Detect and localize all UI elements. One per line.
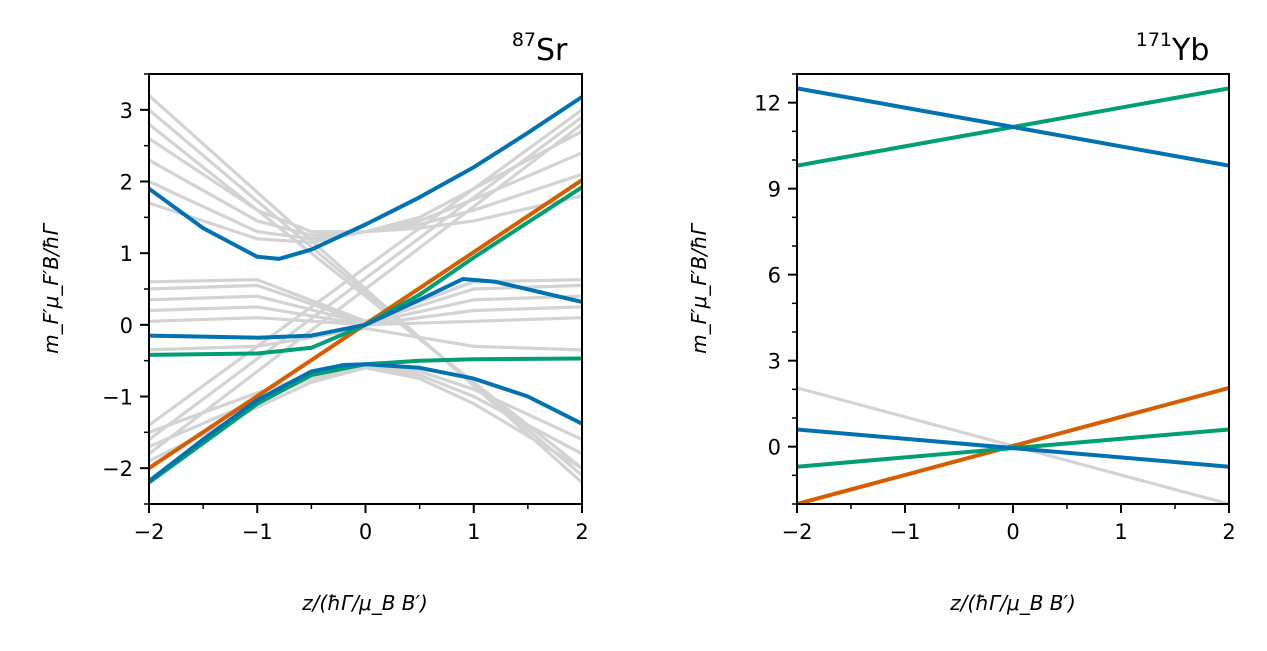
sr-series-blue-upper — [149, 94, 582, 261]
yb-lines — [797, 86, 1229, 504]
yb-x-tick-label: 2 — [1222, 520, 1235, 544]
sr-series-blue-middle — [149, 277, 582, 340]
sr-lines — [149, 93, 582, 485]
sr-x-axis-label: z/(ħΓ/μ_B B′) — [301, 591, 428, 615]
sr-ticks: −2 −1 0 1 2 −2 −1 0 1 2 3 — [102, 73, 589, 544]
yb-title-superscript: 171 — [1136, 29, 1172, 51]
yb-y-tick-label: 9 — [768, 178, 781, 202]
sr-series-grey-up-3 — [149, 122, 582, 456]
yb-x-tick-label: 1 — [1114, 520, 1127, 544]
sr-x-tick-label: 1 — [467, 520, 480, 544]
yb-y-tick-label: 12 — [754, 92, 781, 116]
sr-y-tick-label: −1 — [102, 386, 133, 410]
sr-y-tick-label: 2 — [120, 171, 133, 195]
yb-x-axis-label: z/(ħΓ/μ_B B′) — [949, 591, 1076, 615]
yb-series-orange — [797, 385, 1229, 504]
sr-y-tick-label: 3 — [120, 99, 133, 123]
yb-x-tick-label: −2 — [782, 520, 813, 544]
sr-title-superscript: 87 — [512, 29, 536, 51]
sr-y-axis-label: m_F′μ_F′B/ħΓ — [39, 222, 63, 354]
sr-y-tick-label: 1 — [120, 242, 133, 266]
yb-y-tick-label: 3 — [768, 350, 781, 374]
sr-series-grey-up-1 — [149, 108, 582, 427]
yb-series-blue-upper — [797, 86, 1229, 168]
sr-series-grey-mid-6 — [149, 326, 582, 352]
sr-y-tick-label: 0 — [120, 314, 133, 338]
yb-y-tick-label: 0 — [768, 436, 781, 460]
yb-x-tick-label: −1 — [890, 520, 921, 544]
sr-series-blue-lower — [149, 362, 582, 484]
sr-x-tick-label: −2 — [134, 520, 165, 544]
panel-sr: −2 −1 0 1 2 −2 −1 0 1 2 3 87 Sr z/(ħΓ/μ_B B′) m_F′… — [39, 29, 589, 615]
sr-title-element: Sr — [536, 33, 568, 68]
sr-series-grey-lower-3 — [149, 366, 582, 470]
sr-x-tick-label: 2 — [575, 520, 588, 544]
sr-x-tick-label: 0 — [359, 520, 372, 544]
yb-y-tick-label: 6 — [768, 264, 781, 288]
sr-series-grey-down-3 — [149, 122, 582, 470]
yb-x-tick-label: 0 — [1006, 520, 1019, 544]
sr-x-tick-label: −1 — [242, 520, 273, 544]
yb-y-axis-label: m_F′μ_F′B/ħΓ — [687, 222, 711, 354]
yb-title-element: Yb — [1171, 33, 1209, 68]
yb-series-blue-lower — [797, 427, 1229, 469]
yb-axes-frame — [796, 73, 1230, 505]
sr-y-tick-label: −2 — [102, 457, 133, 481]
sr-series-grey-upper-4 — [149, 194, 582, 244]
